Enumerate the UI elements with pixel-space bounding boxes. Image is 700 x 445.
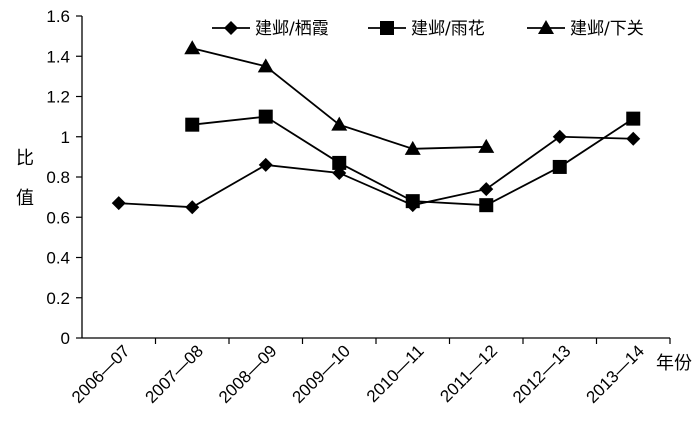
diamond-marker: [224, 21, 238, 35]
triangle-marker: [404, 140, 421, 155]
y-tick-label: 0: [61, 329, 70, 348]
x-tick-label: 2009—10: [289, 341, 355, 407]
legend-label: 建邺/栖霞: [255, 19, 329, 39]
square-marker: [479, 198, 494, 213]
square-marker: [405, 194, 420, 209]
series-layer: [111, 40, 641, 215]
y-axis-title-text: 比值: [16, 148, 34, 209]
x-tick-label: 2012—13: [509, 341, 575, 407]
legend-item: 建邺/栖霞: [212, 19, 329, 39]
y-tick-label: 0.8: [46, 168, 70, 187]
square-marker: [185, 117, 200, 132]
triangle-marker: [257, 58, 274, 73]
triangle-marker: [184, 40, 201, 55]
legend-item: 建邺/下关: [527, 19, 644, 39]
diamond-marker: [258, 157, 273, 172]
triangle-marker: [538, 20, 554, 34]
x-tick-label: 2006—07: [68, 341, 134, 407]
series-line: [192, 115, 634, 207]
square-marker: [552, 159, 567, 174]
series-square: [185, 109, 641, 213]
y-tick-label: 0.4: [46, 249, 70, 268]
x-tick-label: 2008—09: [215, 341, 281, 407]
square-marker: [626, 111, 641, 126]
x-tick-label: 2011—12: [436, 341, 501, 406]
series-diamond: [111, 129, 641, 215]
x-tick-label: 2013—14: [583, 341, 649, 407]
square-marker: [258, 109, 273, 124]
x-axis-title: 年份: [656, 353, 692, 374]
diamond-marker: [185, 200, 200, 215]
y-axis-title-char: 值: [16, 188, 34, 209]
legend-label: 建邺/雨花: [411, 19, 485, 39]
y-tick-label: 1.6: [46, 7, 70, 26]
square-marker: [332, 155, 347, 170]
y-tick-label: 0.2: [46, 289, 70, 308]
x-tick-label: 2007—08: [142, 341, 208, 407]
series-line: [192, 47, 487, 150]
y-axis-title: 比值: [16, 148, 34, 209]
y-axis-title-char: 比: [16, 148, 34, 169]
x-ticks: 2006—07 2007—08 2008—09 2009—10 2010—11 2011—…: [68, 338, 671, 407]
legend-label: 建邺/下关: [570, 19, 644, 39]
triangle-marker: [331, 116, 348, 131]
y-tick-label: 1.4: [46, 47, 70, 66]
y-ticks: 0 0.2 0.4 0.6 0.8 1 1.2 1.4 1.6: [46, 7, 82, 348]
y-tick-label: 0.6: [46, 208, 70, 227]
axes: [81, 16, 670, 339]
x-tick-label: 2010—11: [363, 341, 428, 406]
triangle-marker: [478, 138, 495, 153]
legend: 建邺/栖霞 建邺/雨花 建邺/下关: [212, 19, 644, 39]
y-tick-label: 1.2: [46, 88, 70, 107]
series-line: [118, 135, 634, 209]
diamond-marker: [479, 182, 494, 197]
series-triangle: [184, 40, 495, 155]
diamond-marker: [626, 131, 641, 146]
square-marker: [380, 21, 394, 35]
y-tick-label: 1: [61, 128, 70, 147]
diamond-marker: [552, 129, 567, 144]
legend-item: 建邺/雨花: [368, 19, 485, 39]
diamond-marker: [111, 196, 126, 211]
